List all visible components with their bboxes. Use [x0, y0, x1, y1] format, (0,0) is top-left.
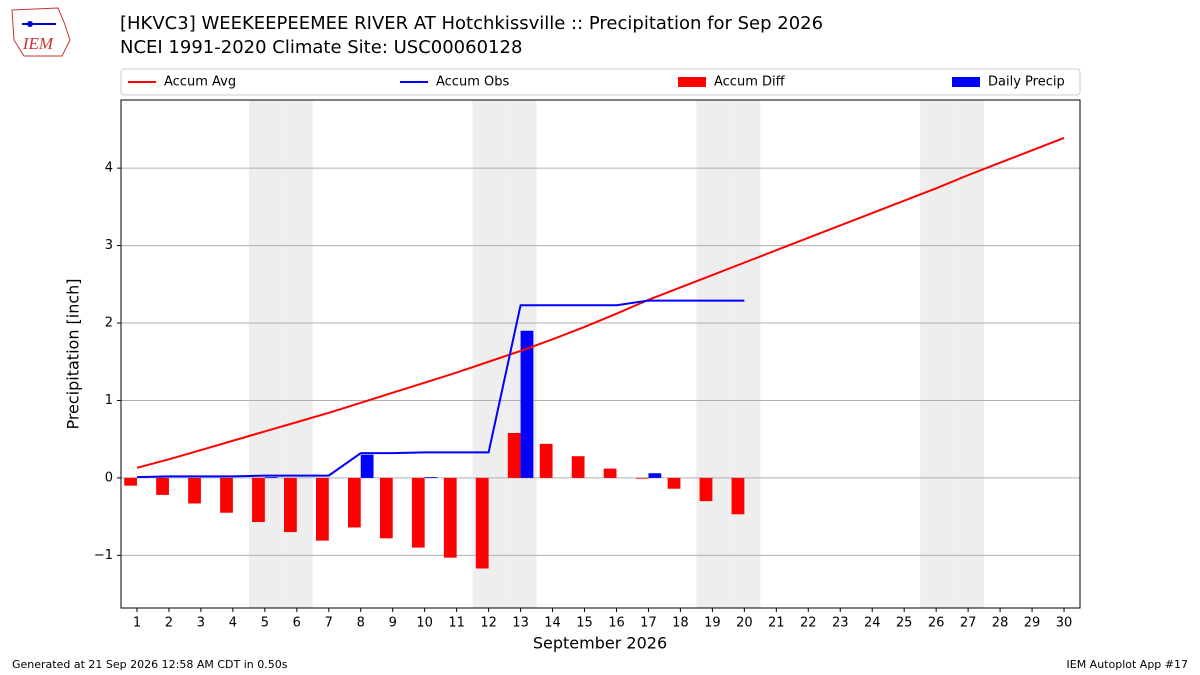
x-tick-label: 5: [261, 616, 269, 631]
y-tick-label: 3: [105, 238, 113, 253]
x-tick-label: 24: [864, 616, 881, 631]
bar: [347, 477, 361, 528]
bar: [424, 477, 438, 478]
bar: [360, 454, 374, 478]
bar: [156, 477, 169, 495]
bar: [699, 477, 713, 502]
legend-swatch: [678, 77, 706, 87]
x-tick-label: 25: [896, 616, 913, 631]
legend-label: Accum Diff: [714, 75, 786, 90]
x-tick-label: 1: [133, 616, 141, 631]
bar: [731, 477, 745, 515]
x-tick-label: 7: [325, 616, 333, 631]
x-tick-label: 8: [357, 616, 365, 631]
y-tick-label: 0: [105, 470, 113, 485]
line: [136, 137, 1065, 469]
x-tick-label: 4: [229, 616, 237, 631]
x-tick-label: 26: [928, 616, 945, 631]
x-tick-label: 20: [736, 616, 753, 631]
x-tick-label: 28: [992, 616, 1009, 631]
weekend-shade: [728, 100, 761, 608]
bar: [315, 477, 329, 541]
bar: [507, 432, 521, 478]
x-tick-label: 21: [768, 616, 785, 631]
bar: [284, 477, 297, 533]
x-tick-label: 13: [512, 616, 529, 631]
footer: Generated at 21 Sep 2026 12:58 AM CDT in…: [12, 658, 288, 671]
weekend-shade: [248, 100, 281, 608]
weekend-shade: [920, 100, 953, 608]
x-tick-label: 17: [640, 616, 657, 631]
x-tick-label: 19: [704, 616, 721, 631]
bar: [252, 477, 265, 523]
x-tick-label: 2: [165, 616, 173, 631]
bar: [443, 477, 457, 558]
legend-label: Accum Avg: [164, 75, 236, 90]
bar: [124, 477, 137, 486]
plot-frame: [120, 99, 1081, 609]
bar: [264, 477, 278, 478]
logo-icon: [27, 21, 33, 27]
x-tick-label: 22: [800, 616, 817, 631]
x-tick-label: 29: [1024, 616, 1041, 631]
x-tick-label: 15: [576, 616, 593, 631]
chart-title: [HKVC3] WEEKEEPEEMEE RIVER AT Hotchkissv…: [120, 13, 823, 34]
bar: [571, 456, 585, 478]
y-tick-label: 4: [105, 161, 113, 176]
legend-box: [120, 68, 1081, 96]
legend-swatch: [952, 77, 980, 87]
y-tick-label: −1: [94, 548, 113, 563]
bar: [220, 477, 233, 513]
y-tick-label: 2: [105, 316, 113, 331]
x-tick-label: 11: [448, 616, 465, 631]
x-axis-label: September 2026: [533, 634, 667, 653]
x-tick-label: 10: [416, 616, 433, 631]
line: [136, 299, 745, 479]
bar: [603, 468, 617, 478]
x-tick-label: 30: [1056, 616, 1073, 631]
x-tick-label: 23: [832, 616, 849, 631]
x-tick-label: 9: [389, 616, 397, 631]
logo: IEM: [11, 7, 71, 57]
x-tick-label: 6: [293, 616, 301, 631]
bar: [411, 477, 425, 548]
logo-outline: [11, 7, 71, 57]
x-tick-label: 18: [672, 616, 689, 631]
y-axis-label: Precipitation [inch]: [64, 278, 83, 429]
weekend-shade: [952, 100, 985, 608]
x-tick-label: 16: [608, 616, 625, 631]
bar: [379, 477, 393, 539]
legend-label: Daily Precip: [988, 75, 1065, 90]
bar: [635, 477, 649, 479]
bar: [475, 477, 489, 569]
bar: [667, 477, 681, 489]
y-tick-label: 1: [105, 393, 113, 408]
bar: [539, 443, 553, 478]
bar: [188, 477, 201, 504]
x-tick-label: 3: [197, 616, 205, 631]
logo-text: IEM: [22, 34, 54, 53]
legend-label: Accum Obs: [436, 75, 509, 90]
x-tick-label: 14: [544, 616, 561, 631]
bar: [648, 473, 662, 478]
chart-subtitle: NCEI 1991-2020 Climate Site: USC00060128: [120, 37, 522, 58]
bar: [520, 330, 534, 478]
footer: IEM Autoplot App #17: [1067, 658, 1189, 671]
x-tick-label: 12: [480, 616, 497, 631]
x-tick-label: 27: [960, 616, 977, 631]
weekend-shade: [696, 100, 729, 608]
